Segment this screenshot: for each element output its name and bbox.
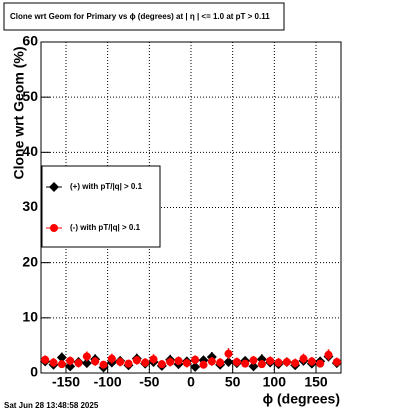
x-axis-label: ϕ (degrees) [263,391,340,407]
data-point [316,359,325,368]
data-point [274,358,283,367]
data-point [307,357,316,366]
legend-label: (-) with pT/|q| > 0.1 [70,223,141,232]
data-point [74,359,83,368]
y-tick-label: 50 [22,88,38,104]
x-tick-label: -100 [94,374,122,390]
data-point [149,355,158,364]
data-point [107,354,116,363]
y-tick-label: 0 [30,364,38,380]
data-point [141,358,150,367]
data-point [91,357,100,366]
data-point [241,359,250,368]
data-point [232,357,241,366]
x-tick-label: 0 [187,374,195,390]
data-point [282,357,291,366]
data-point [157,360,166,369]
y-tick-label: 30 [22,198,38,214]
x-tick-label: -50 [139,374,159,390]
data-point [257,360,266,369]
data-point [99,360,108,369]
data-point [182,359,191,368]
data-point [216,358,225,367]
chart-title: Clone wrt Geom for Primary vs ϕ (degrees… [10,12,270,21]
legend-marker [50,224,58,232]
data-point [124,359,133,368]
y-tick-label: 40 [22,143,38,159]
data-point [207,357,216,366]
data-point [223,356,234,367]
data-point [57,360,66,369]
legend-label: (+) with pT/|q| > 0.1 [70,182,143,191]
y-tick-label: 20 [22,253,38,269]
y-tick-label: 60 [22,33,38,49]
x-tick-label: 100 [263,374,287,390]
data-point [41,355,50,364]
data-point [224,349,233,358]
data-point [299,354,308,363]
data-point [66,356,75,365]
data-point [166,357,175,366]
data-point [266,356,275,365]
data-point [56,352,67,363]
y-tick-label: 10 [22,309,38,325]
x-tick-label: -150 [52,374,80,390]
title-box [3,2,285,31]
y-axis-label: Clone wrt Geom (%) [11,46,27,179]
x-tick-label: 150 [304,374,328,390]
data-point [199,360,208,369]
legend-box [41,165,161,248]
data-point [174,356,183,365]
data-point [332,357,341,366]
footer-date: Sat Jun 28 13:48:58 2025 [4,401,99,410]
data-point [248,361,259,372]
data-point [49,358,58,367]
data-point [191,355,200,364]
data-point [82,352,91,361]
data-point [324,350,333,359]
data-point [291,359,300,368]
data-point [249,356,258,365]
data-point [81,358,92,369]
x-tick-label: 50 [225,374,241,390]
data-point [190,361,201,372]
data-point [116,357,125,366]
legend-marker [49,182,59,192]
data-point [132,356,141,365]
